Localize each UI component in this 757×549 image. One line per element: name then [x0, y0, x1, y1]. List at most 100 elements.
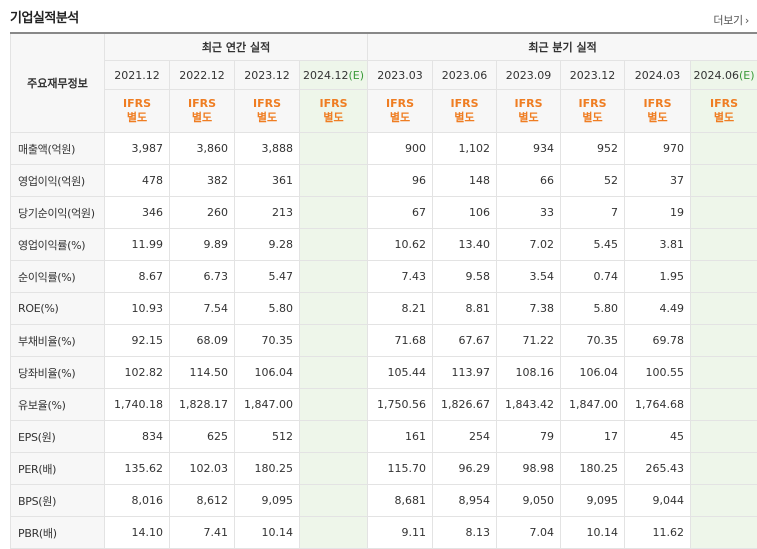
quarter-value-cell: 8,954 — [433, 485, 497, 517]
quarter-value-cell — [691, 165, 757, 197]
quarter-value-cell — [691, 293, 757, 325]
annual-value-cell: 1,828.17 — [170, 389, 235, 421]
quarter-value-cell: 8.13 — [433, 517, 497, 549]
annual-value-cell: 135.62 — [105, 453, 170, 485]
quarter-value-cell: 970 — [625, 133, 691, 165]
annual-value-cell: 1,740.18 — [105, 389, 170, 421]
quarter-value-cell: 52 — [561, 165, 625, 197]
period-header: 2022.12 — [170, 61, 235, 90]
row-label: 당기순이익(억원) — [11, 197, 105, 229]
quarter-value-cell — [691, 357, 757, 389]
quarter-value-cell: 7 — [561, 197, 625, 229]
annual-group-header: 최근 연간 실적 — [105, 33, 368, 61]
quarter-value-cell: 5.45 — [561, 229, 625, 261]
quarter-value-cell: 17 — [561, 421, 625, 453]
ifrs-label: IFRS — [644, 97, 672, 110]
annual-value-cell: 512 — [235, 421, 300, 453]
annual-value-cell: 1,847.00 — [235, 389, 300, 421]
row-label: EPS(원) — [11, 421, 105, 453]
quarter-value-cell: 265.43 — [625, 453, 691, 485]
annual-value-cell — [300, 133, 368, 165]
quarter-value-cell — [691, 453, 757, 485]
annual-value-cell: 8,016 — [105, 485, 170, 517]
quarter-value-cell: 37 — [625, 165, 691, 197]
annual-value-cell: 5.47 — [235, 261, 300, 293]
quarter-value-cell: 161 — [368, 421, 433, 453]
separate-basis-label: 별도 — [454, 111, 474, 124]
annual-value-cell — [300, 389, 368, 421]
row-label: 영업이익률(%) — [11, 229, 105, 261]
annual-value-cell — [300, 485, 368, 517]
annual-value-cell: 106.04 — [235, 357, 300, 389]
quarter-value-cell — [691, 261, 757, 293]
separate-basis-label: 별도 — [714, 111, 734, 124]
separate-basis-label: 별도 — [127, 111, 147, 124]
annual-value-cell — [300, 517, 368, 549]
section-title: 기업실적분석 — [10, 7, 79, 26]
quarter-value-cell: 8,681 — [368, 485, 433, 517]
quarter-value-cell — [691, 229, 757, 261]
quarter-value-cell: 1,750.56 — [368, 389, 433, 421]
annual-value-cell: 102.82 — [105, 357, 170, 389]
period-header: 2023.09 — [497, 61, 561, 90]
quarter-value-cell: 45 — [625, 421, 691, 453]
annual-value-cell: 3,987 — [105, 133, 170, 165]
quarter-value-cell: 4.49 — [625, 293, 691, 325]
quarter-value-cell: 106 — [433, 197, 497, 229]
quarter-value-cell: 1,102 — [433, 133, 497, 165]
annual-value-cell: 382 — [170, 165, 235, 197]
annual-value-cell: 7.41 — [170, 517, 235, 549]
annual-value-cell: 10.14 — [235, 517, 300, 549]
row-label: ROE(%) — [11, 293, 105, 325]
quarter-value-cell: 8.81 — [433, 293, 497, 325]
quarter-value-cell: 9.58 — [433, 261, 497, 293]
quarter-value-cell: 3.54 — [497, 261, 561, 293]
annual-value-cell — [300, 197, 368, 229]
quarter-value-cell — [691, 133, 757, 165]
annual-value-cell: 8.67 — [105, 261, 170, 293]
annual-value-cell: 10.93 — [105, 293, 170, 325]
quarter-value-cell: 70.35 — [561, 325, 625, 357]
annual-value-cell: 14.10 — [105, 517, 170, 549]
row-label: PBR(배) — [11, 517, 105, 549]
annual-value-cell: 213 — [235, 197, 300, 229]
quarter-value-cell: 0.74 — [561, 261, 625, 293]
quarter-value-cell: 113.97 — [433, 357, 497, 389]
ifrs-label: IFRS — [451, 97, 479, 110]
quarter-value-cell — [691, 197, 757, 229]
quarter-value-cell: 66 — [497, 165, 561, 197]
quarter-value-cell: 33 — [497, 197, 561, 229]
quarter-value-cell: 1,843.42 — [497, 389, 561, 421]
annual-value-cell — [300, 229, 368, 261]
annual-value-cell: 180.25 — [235, 453, 300, 485]
quarter-value-cell: 67 — [368, 197, 433, 229]
quarter-value-cell: 7.38 — [497, 293, 561, 325]
more-link[interactable]: 더보기› — [713, 12, 749, 28]
annual-value-cell: 9,095 — [235, 485, 300, 517]
annual-value-cell: 260 — [170, 197, 235, 229]
quarter-value-cell: 3.81 — [625, 229, 691, 261]
quarter-value-cell: 1.95 — [625, 261, 691, 293]
annual-value-cell — [300, 421, 368, 453]
annual-value-cell — [300, 165, 368, 197]
quarter-value-cell — [691, 325, 757, 357]
